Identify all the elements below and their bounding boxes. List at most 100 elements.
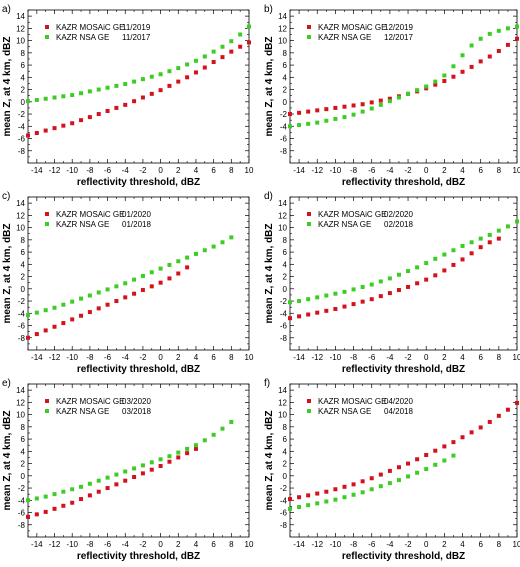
data-point <box>424 452 429 457</box>
data-point <box>149 74 154 79</box>
panel-label: e) <box>2 378 11 389</box>
data-point <box>505 26 510 31</box>
legend-series-name: KAZR NSA GE <box>56 407 109 416</box>
data-point <box>496 236 501 241</box>
y-tick-label: -2 <box>280 484 288 493</box>
series-points <box>26 419 234 503</box>
legend-marker <box>307 25 311 29</box>
x-tick-label: 6 <box>478 540 483 549</box>
data-point <box>360 299 365 304</box>
data-point <box>415 457 420 462</box>
data-point <box>140 95 145 100</box>
x-tick-label: 4 <box>194 353 199 362</box>
y-tick-label: 6 <box>283 248 288 257</box>
data-point <box>515 400 519 405</box>
data-point <box>185 446 190 451</box>
data-point <box>167 262 172 267</box>
data-point <box>96 489 101 494</box>
data-point <box>378 294 383 299</box>
y-axis-label: mean Z, at 4 km, dBZ <box>264 223 275 323</box>
data-point <box>406 269 411 274</box>
data-point <box>324 499 329 504</box>
data-point <box>123 281 128 286</box>
data-point <box>61 321 66 326</box>
y-tick-label: 6 <box>283 61 288 70</box>
data-point <box>360 284 365 289</box>
data-point <box>288 506 292 511</box>
data-point <box>202 54 207 59</box>
data-point <box>70 487 75 492</box>
data-point <box>442 73 447 78</box>
data-point <box>315 491 320 496</box>
legend-series-period: 12/2017 <box>384 33 413 42</box>
data-point <box>61 503 66 508</box>
data-point <box>79 296 84 301</box>
data-point <box>451 248 456 253</box>
data-point <box>132 475 137 480</box>
data-point <box>123 478 128 483</box>
data-point <box>26 514 30 519</box>
data-point <box>87 115 92 120</box>
data-point <box>61 123 66 128</box>
x-axis-label: reflectivity threshold, dBZ <box>77 364 200 375</box>
x-tick-label: -2 <box>404 166 412 175</box>
data-point <box>123 102 128 107</box>
legend-marker <box>45 25 49 29</box>
data-point <box>176 271 181 276</box>
data-point <box>396 478 401 483</box>
x-tick-label: -12 <box>49 540 61 549</box>
data-point <box>396 465 401 470</box>
x-tick-label: -12 <box>311 166 323 175</box>
data-point <box>505 407 510 412</box>
y-tick-label: 2 <box>283 273 288 282</box>
x-tick-label: -2 <box>404 353 412 362</box>
data-point <box>87 89 92 94</box>
y-tick-label: -4 <box>18 496 26 505</box>
data-point <box>478 245 483 250</box>
data-point <box>333 497 338 502</box>
data-point <box>288 300 292 305</box>
x-tick-label: -6 <box>104 353 112 362</box>
data-point <box>342 495 347 500</box>
data-point <box>324 118 329 123</box>
data-point <box>496 28 501 33</box>
data-point <box>442 252 447 257</box>
y-tick-label: 14 <box>16 386 25 395</box>
y-tick-label: -4 <box>280 309 288 318</box>
data-point <box>61 94 66 99</box>
y-tick-label: -6 <box>280 135 288 144</box>
x-tick-label: -8 <box>86 540 94 549</box>
data-point <box>96 87 101 92</box>
series-points <box>26 40 251 138</box>
x-tick-label: -8 <box>350 540 358 549</box>
x-axis-label: reflectivity threshold, dBZ <box>342 364 465 375</box>
x-tick-label: 0 <box>158 166 163 175</box>
x-tick-label: -2 <box>139 540 147 549</box>
data-point <box>478 59 483 64</box>
data-point <box>43 328 48 333</box>
panel-label: a) <box>2 4 11 15</box>
legend-series-period: 03/2018 <box>122 407 151 416</box>
data-point <box>140 288 145 293</box>
data-point <box>460 243 465 248</box>
data-point <box>469 251 474 256</box>
y-tick-label: 10 <box>278 37 287 46</box>
plot-frame <box>289 9 518 164</box>
series-points <box>288 400 519 502</box>
legend-marker <box>45 399 49 403</box>
y-tick-label: 10 <box>278 224 287 233</box>
data-point <box>342 484 347 489</box>
x-tick-label: -14 <box>293 353 305 362</box>
x-tick-label: 2 <box>442 540 447 549</box>
x-tick-label: -14 <box>31 540 43 549</box>
x-tick-label: -4 <box>122 353 130 362</box>
legend-series-period: 12/2019 <box>384 23 413 32</box>
y-tick-label: 10 <box>16 411 25 420</box>
x-tick-label: 2 <box>176 353 181 362</box>
legend-series-period: 03/2020 <box>122 397 151 406</box>
y-tick-label: -8 <box>280 334 288 343</box>
legend-marker <box>307 222 311 226</box>
data-point <box>70 317 75 322</box>
data-point <box>26 133 30 138</box>
data-point <box>478 425 483 430</box>
